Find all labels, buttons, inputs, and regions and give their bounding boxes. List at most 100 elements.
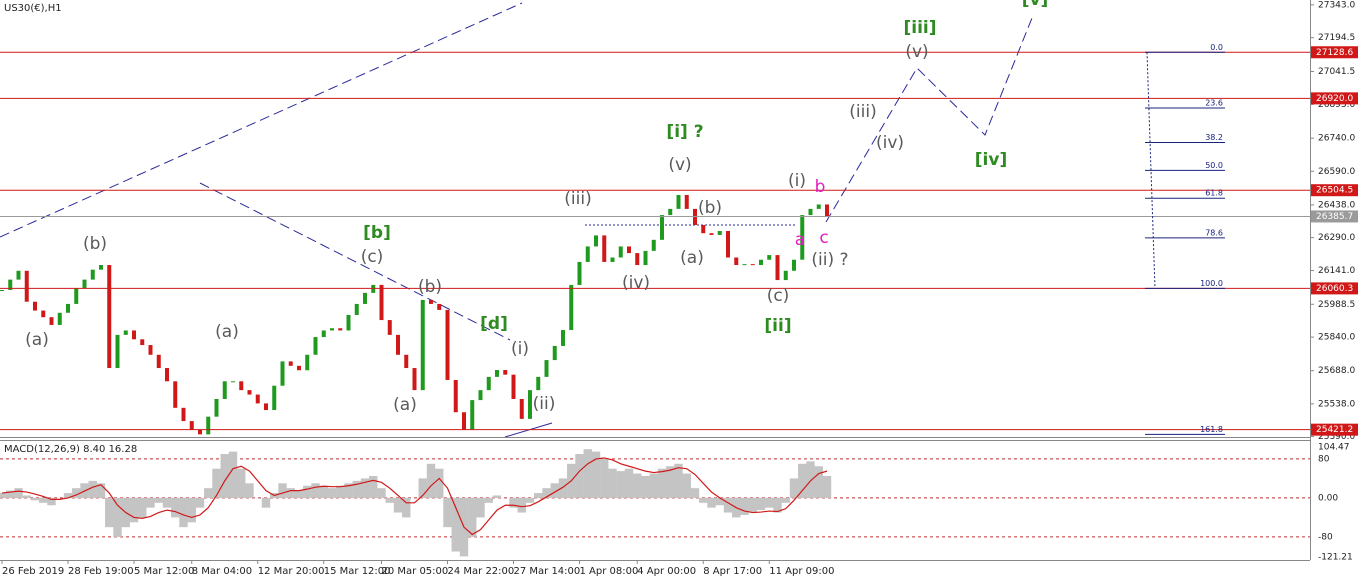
macd-bar: [195, 497, 205, 508]
x-tick-label: 4 Apr 00:00: [637, 566, 696, 577]
y-tick-label: 25538.0: [1318, 399, 1355, 409]
candle: [437, 303, 442, 310]
signal-line: [1, 457, 828, 536]
wave-label: (i): [788, 171, 806, 191]
wave-label: [iii]: [903, 18, 936, 38]
x-tick-label: 8 Apr 17:00: [703, 566, 762, 577]
macd-bar: [278, 483, 287, 498]
candle: [478, 390, 483, 401]
wave-label: (b): [418, 277, 442, 297]
level-box: [1311, 423, 1358, 436]
macd-bar: [468, 497, 477, 537]
y-tick-label: 26893.0: [1318, 100, 1355, 110]
candle: [701, 225, 706, 234]
y-tick-label: 27041.5: [1318, 67, 1355, 77]
candle: [189, 421, 194, 430]
macd-bar: [492, 495, 502, 498]
candle: [404, 354, 409, 369]
fib-label: 78.6: [1205, 228, 1223, 237]
wave-label: (b): [698, 198, 722, 218]
fib-label: 100.0: [1200, 279, 1223, 288]
level-box: [1311, 184, 1358, 197]
level-box: [1311, 282, 1358, 295]
macd-bar: [699, 497, 708, 503]
candle: [16, 270, 21, 280]
macd-bar: [542, 488, 551, 498]
macd-bar: [154, 497, 163, 503]
macd-bar: [715, 497, 724, 506]
candle: [569, 284, 574, 331]
macd-bar: [822, 475, 832, 498]
wave-label: (a): [680, 248, 704, 268]
macd-bar: [393, 497, 403, 513]
wave-label: (ii) ?: [811, 250, 848, 270]
trendlines: [0, 2, 1033, 438]
macd-bar: [88, 480, 97, 498]
candle: [445, 309, 450, 380]
macd-bar: [690, 488, 700, 498]
y-tick-label: 27343.0: [1318, 0, 1355, 10]
candle: [123, 330, 128, 335]
candle: [66, 303, 70, 313]
candle: [371, 284, 376, 293]
wave-label: (iii): [849, 102, 876, 122]
macd-bar: [30, 497, 40, 501]
level-label: 26060.3: [1316, 284, 1353, 294]
candle: [734, 257, 739, 266]
candle: [792, 259, 796, 271]
macd-bar: [583, 449, 592, 498]
y-tick-label: 80: [1318, 454, 1330, 464]
candle: [470, 400, 475, 430]
level-label: 26920.0: [1316, 94, 1353, 104]
wave-label: (iii): [564, 189, 591, 209]
candle: [552, 345, 557, 361]
wave-label: (ii): [533, 394, 556, 414]
macd-bar: [435, 468, 444, 498]
y-tick-label: 25390.0: [1318, 432, 1355, 442]
candle: [387, 320, 392, 335]
candle: [346, 314, 351, 331]
wave-label: [v]: [1022, 0, 1049, 10]
x-tick-label: 24 Mar 22:00: [448, 566, 515, 577]
macd-bar: [600, 458, 609, 498]
level-label: 26504.5: [1316, 186, 1353, 196]
x-tick-label: 27 Mar 14:00: [514, 566, 581, 577]
macd-bar: [138, 497, 147, 518]
macd-bar: [674, 463, 683, 498]
candle: [412, 368, 417, 391]
candle: [651, 239, 656, 251]
wave-label: [b]: [363, 223, 391, 243]
macd-bar: [666, 466, 675, 498]
macd-bar: [228, 451, 238, 498]
candle: [808, 208, 813, 216]
candle: [635, 253, 640, 266]
macd-bar: [798, 463, 807, 498]
candle: [338, 328, 343, 331]
wave-label: (c): [361, 247, 384, 267]
candle: [140, 339, 145, 346]
candle: [272, 385, 277, 411]
fib-label: 38.2: [1205, 133, 1223, 142]
level-box: [1311, 46, 1358, 59]
y-tick-label: 26438.0: [1318, 200, 1355, 210]
macd-bar: [633, 473, 642, 498]
x-tick-label: 11 Apr 09:00: [769, 566, 834, 577]
candle: [825, 204, 829, 217]
macd-bar: [418, 478, 427, 498]
candle: [132, 330, 136, 340]
macd-bar: [773, 497, 782, 513]
candle: [519, 398, 524, 419]
macd-bar: [360, 478, 370, 498]
wave-label: (iv): [622, 273, 650, 293]
macd-bar: [608, 468, 617, 498]
macd-bar: [443, 497, 452, 528]
wave-projection: [825, 17, 1033, 223]
candle: [396, 334, 400, 355]
candle: [800, 215, 805, 260]
macd-bar: [352, 480, 361, 498]
candle: [668, 208, 673, 216]
macd-bar: [105, 497, 114, 528]
macd-bar: [451, 497, 460, 552]
candle: [313, 337, 318, 355]
wave-label: (a): [215, 322, 239, 342]
